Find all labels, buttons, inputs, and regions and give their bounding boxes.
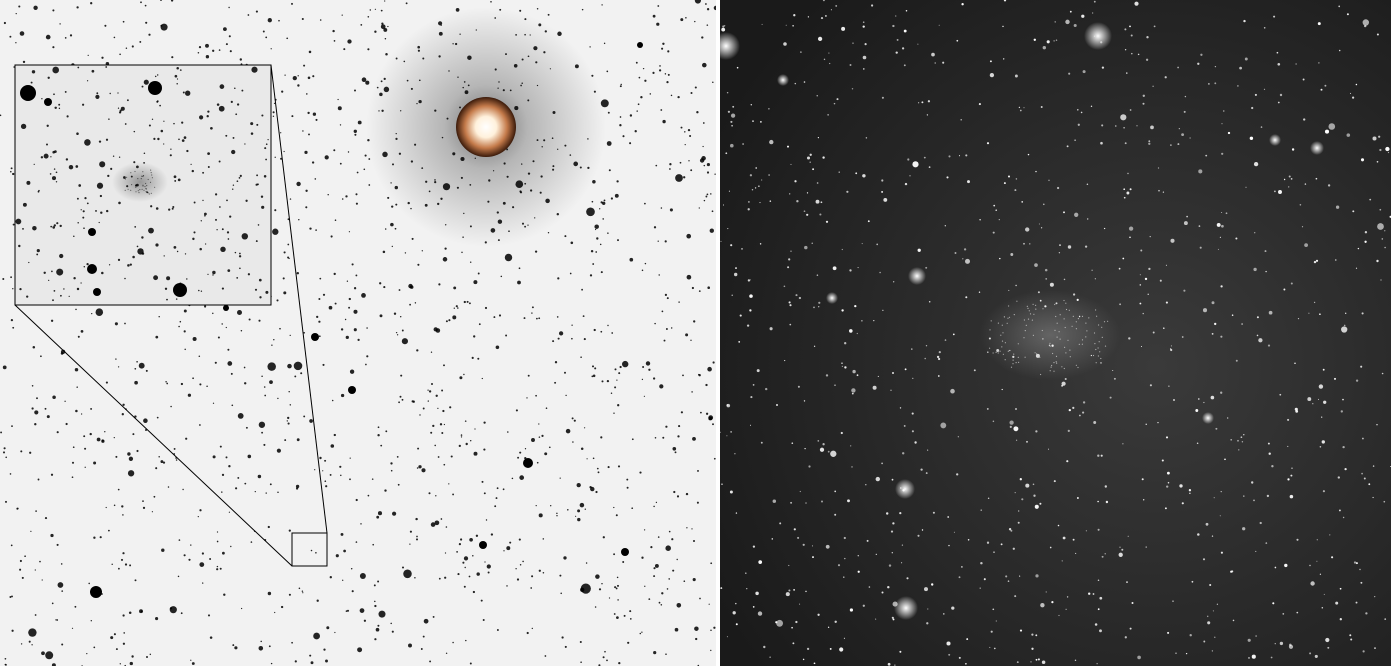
color-star-field (720, 0, 1391, 666)
bright-star (1202, 412, 1214, 424)
bright-foreground-star (456, 97, 516, 157)
bright-star (777, 74, 789, 86)
zoom-guide-line (14, 304, 293, 567)
inverted-star-field (0, 0, 716, 666)
bright-star (894, 596, 918, 620)
inverted-sky-panel (0, 0, 716, 666)
bright-star (1310, 141, 1324, 155)
bright-star (826, 292, 838, 304)
bright-star (895, 479, 915, 499)
bright-star (720, 32, 740, 60)
color-sky-panel (720, 0, 1391, 666)
zoom-region-box (291, 532, 328, 567)
zoom-guide-line (270, 64, 328, 534)
dwarf-galaxy-inset (112, 162, 168, 202)
zoom-inset (14, 64, 272, 306)
bright-star (1084, 22, 1112, 50)
bright-star (1269, 134, 1281, 146)
bright-star (908, 267, 926, 285)
dwarf-galaxy (980, 290, 1120, 380)
